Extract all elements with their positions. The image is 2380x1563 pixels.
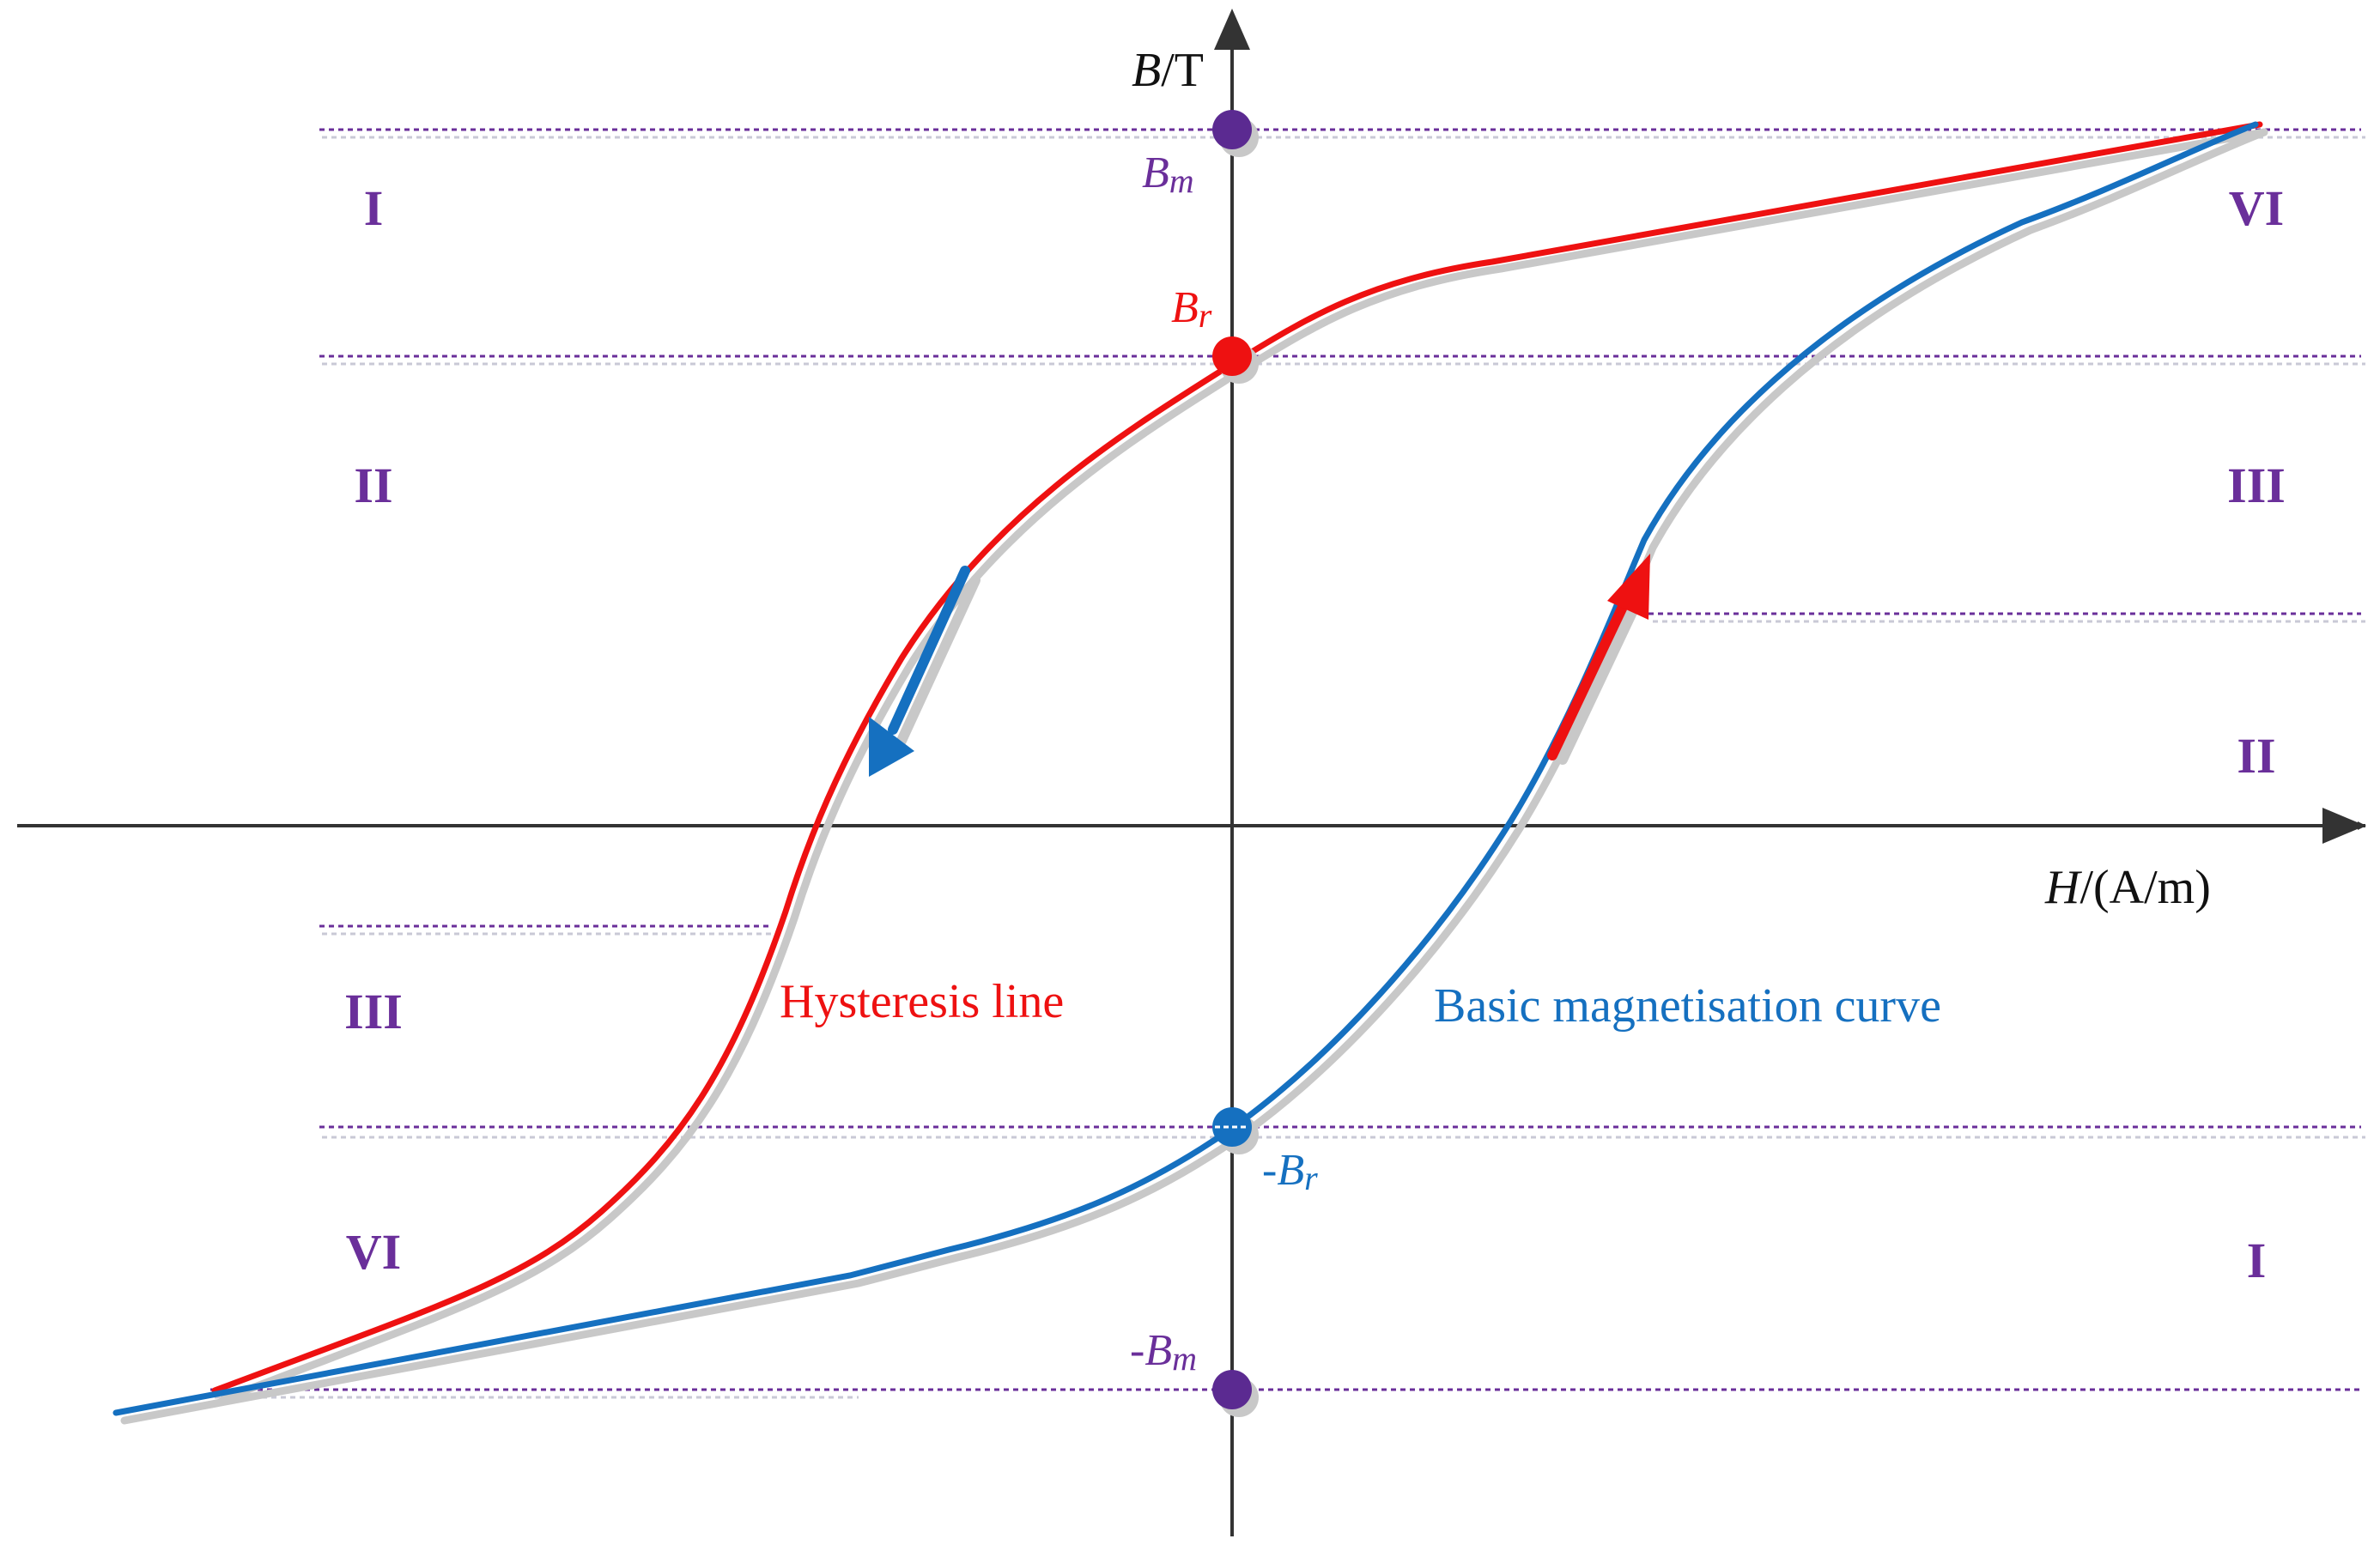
guide-line-shadows [215,136,2365,1399]
point-markers [1212,110,1259,1417]
region-left-4: VI [346,1224,401,1280]
label-bm: Bm [1142,148,1194,200]
region-left-3: III [344,984,403,1039]
x-axis-label: H/(A/m) [2044,861,2211,914]
label-neg-bm: -Bm [1130,1326,1197,1378]
point-bm [1212,110,1252,149]
red-direction-arrow [1547,554,1650,765]
point-neg-bm [1212,1370,1252,1409]
label-br: Br [1171,283,1212,335]
label-neg-br: -Br [1262,1146,1318,1197]
region-left-2: II [354,457,392,513]
region-left-1: I [364,180,384,236]
magnetisation-label: Basic magnetisation curve [1434,979,1941,1033]
region-right-4: I [2247,1233,2267,1288]
point-br [1212,336,1252,376]
region-right-3: II [2237,728,2275,784]
y-axis-label: B/T [1132,44,1204,97]
y-axis-arrowhead [1214,9,1250,50]
guide-lines [210,128,2361,1391]
x-axis-arrowhead [2322,808,2365,844]
hysteresis-curve [211,121,2263,1394]
region-right-1: VI [2229,180,2284,236]
hysteresis-label: Hysteresis line [780,975,1064,1028]
blue-direction-arrow [869,566,981,777]
region-right-2: III [2227,457,2286,513]
